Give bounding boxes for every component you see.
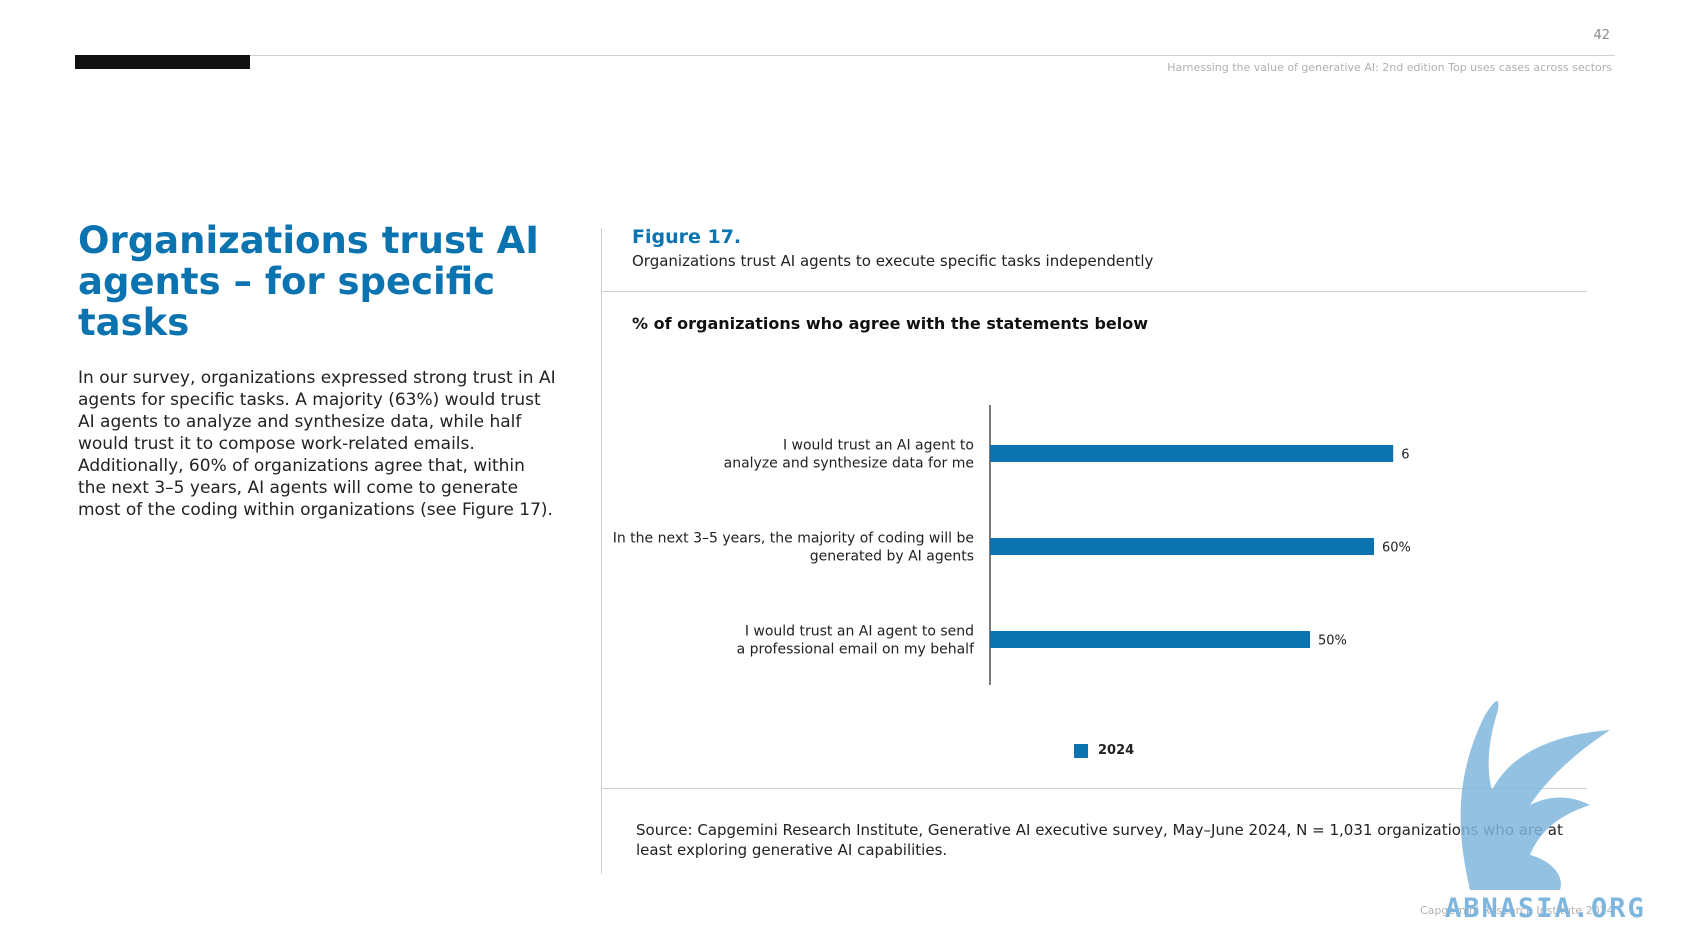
category-label: I would trust an AI agent to send a profe… (737, 624, 975, 658)
data-label: 60% (1382, 541, 1410, 556)
column-divider (601, 228, 602, 874)
category-label: In the next 3–5 years, the majority of c… (613, 531, 974, 565)
legend-label: 2024 (1098, 743, 1135, 758)
page-number: 42 (1593, 28, 1610, 43)
data-label: 63% (1401, 448, 1410, 463)
footer-copyright: Capgemini Research Institute 2024 (1420, 904, 1614, 917)
chart-title: % of organizations who agree with the st… (632, 314, 1149, 333)
bar (990, 631, 1310, 648)
bar (990, 538, 1374, 555)
bar-chart: I would trust an AI agent to analyze and … (613, 405, 1410, 685)
figure-caption: Organizations trust AI agents to execute… (632, 252, 1154, 270)
category-label: I would trust an AI agent to analyze and … (724, 438, 974, 472)
figure-label: Figure 17. (632, 226, 742, 248)
running-header: Harnessing the value of generative AI: 2… (1167, 61, 1612, 74)
source-note: Source: Capgemini Research Institute, Ge… (636, 821, 1563, 859)
chart-legend: 2024 (1074, 743, 1134, 758)
header-accent-bar (75, 55, 250, 69)
intro-column: Organizations trust AI agents – for spec… (78, 220, 558, 538)
watermark-text: ABNASIA.ORG (1445, 893, 1646, 924)
caption-divider (602, 291, 1587, 292)
data-label: 50% (1318, 634, 1347, 649)
page-title: Organizations trust AI agents – for spec… (78, 219, 539, 344)
legend-swatch (1074, 743, 1088, 758)
source-divider (602, 788, 1587, 789)
header-rule (75, 55, 1615, 56)
bar (990, 445, 1394, 462)
intro-paragraph: In our survey, organizations expressed s… (78, 368, 556, 520)
griffin-watermark-icon (1460, 700, 1610, 890)
